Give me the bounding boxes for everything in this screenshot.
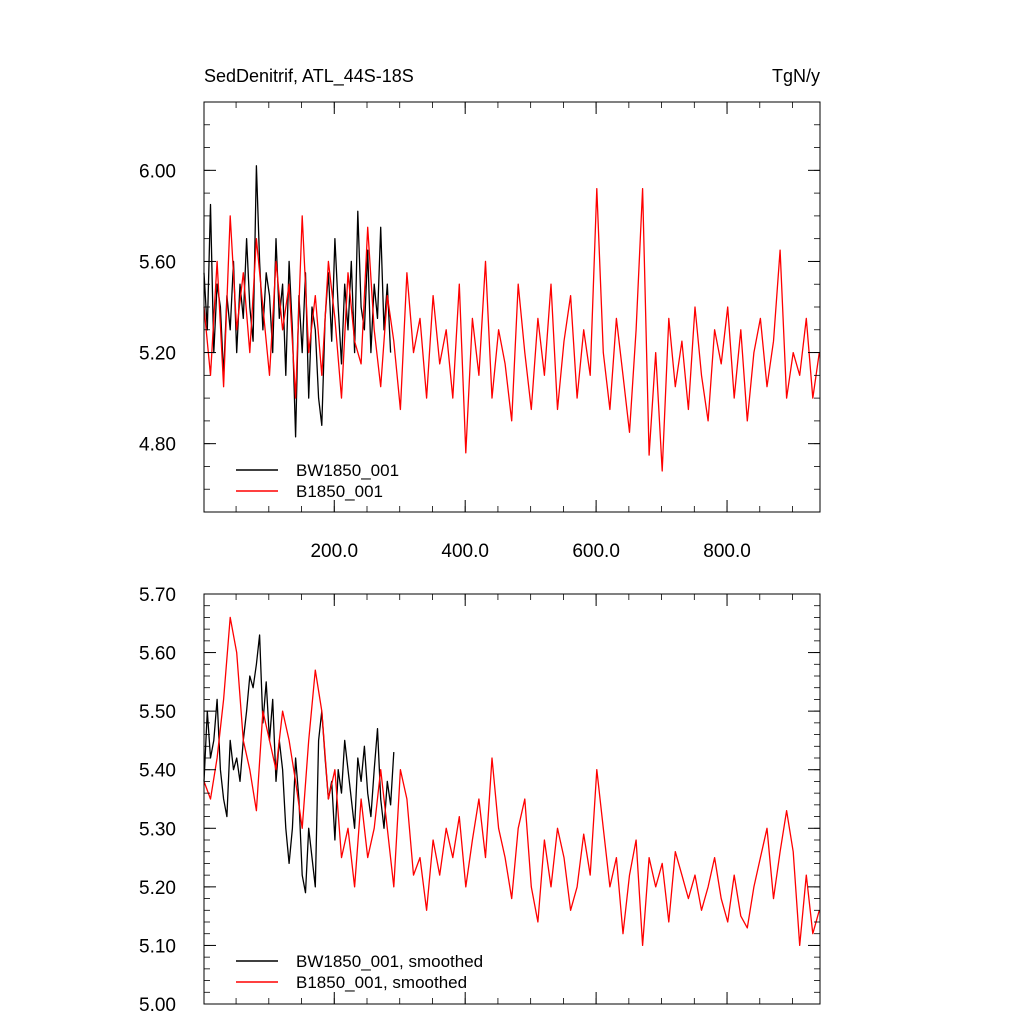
bottom-panel-frame xyxy=(203,593,821,1005)
bottom-panel: 5.00 5.10 5.20 5.30 5.40 5.50 5.60 5.70 BW1850_… xyxy=(139,585,821,1016)
y-tick-label: 5.10 xyxy=(139,936,176,957)
x-tick-label: 600.0 xyxy=(572,541,620,562)
series-line-0 xyxy=(203,634,395,894)
top-panel-ticks: 4.80 5.20 5.60 6.00 200.0 400.0 600.0 800.0 xyxy=(139,101,820,562)
y-tick-label: 5.60 xyxy=(139,644,176,665)
bottom-panel-ticks: 5.00 5.10 5.20 5.30 5.40 5.50 5.60 5.70 xyxy=(139,585,820,1016)
top-panel-title-right: TgN/y xyxy=(772,66,820,86)
legend-label-b1850: B1850_001 xyxy=(296,482,383,501)
y-tick-label: 5.70 xyxy=(139,585,176,606)
top-panel-legend: BW1850_001 B1850_001 xyxy=(236,461,399,501)
top-panel-lines xyxy=(203,165,820,472)
y-tick-label: 6.00 xyxy=(139,161,176,182)
bottom-panel-lines xyxy=(203,616,820,947)
y-tick-label: 5.30 xyxy=(139,819,176,840)
x-tick-label: 400.0 xyxy=(441,541,489,562)
y-tick-label: 5.60 xyxy=(139,252,176,273)
series-line-1 xyxy=(203,187,820,472)
legend-label-bw1850: BW1850_001 xyxy=(296,461,399,480)
y-tick-label: 5.40 xyxy=(139,761,176,782)
y-tick-label: 5.20 xyxy=(139,878,176,899)
bottom-panel-legend: BW1850_001, smoothed B1850_001, smoothed xyxy=(236,952,483,992)
x-tick-label: 200.0 xyxy=(310,541,358,562)
y-tick-label: 5.20 xyxy=(139,344,176,365)
y-tick-label: 4.80 xyxy=(139,435,176,456)
y-tick-label: 5.50 xyxy=(139,702,176,723)
y-tick-label: 5.00 xyxy=(139,995,176,1016)
top-panel-title-left: SedDenitrif, ATL_44S-18S xyxy=(204,66,414,87)
series-line-1 xyxy=(203,616,820,947)
legend-label-b1850-smoothed: B1850_001, smoothed xyxy=(296,973,467,992)
top-panel: SedDenitrif, ATL_44S-18S TgN/y 4.80 5.20 5… xyxy=(139,66,821,562)
legend-label-bw1850-smoothed: BW1850_001, smoothed xyxy=(296,952,483,971)
x-tick-label: 800.0 xyxy=(703,541,751,562)
